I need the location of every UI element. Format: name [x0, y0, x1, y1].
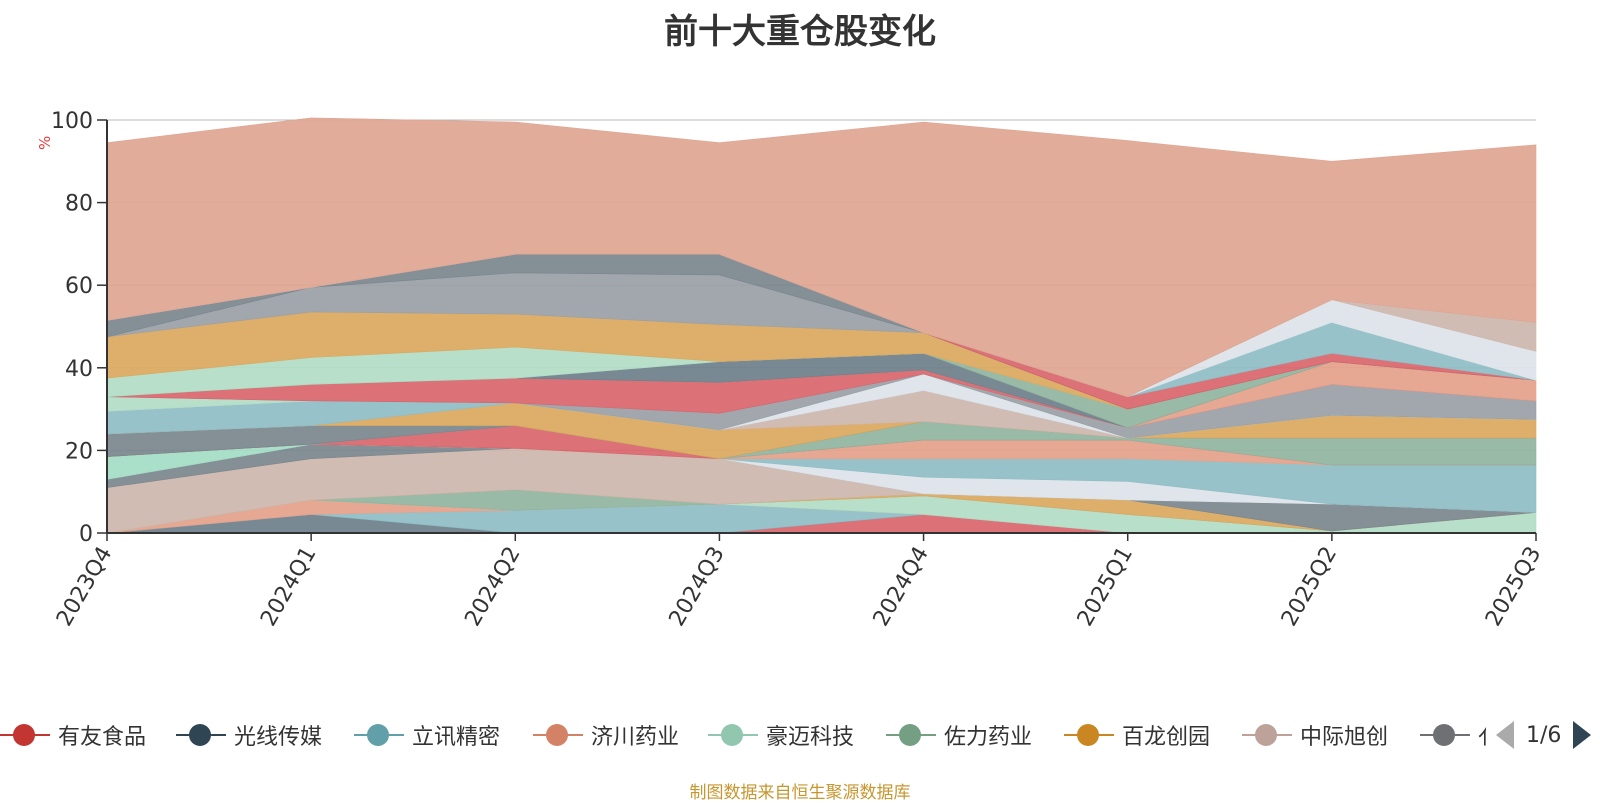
legend-label: 亻 [1478, 719, 1486, 751]
legend-label: 百龙创园 [1122, 725, 1211, 750]
y-tick-label: 100 [51, 109, 93, 134]
y-tick-label: 80 [65, 192, 93, 217]
area-series [106, 117, 1537, 534]
y-tick-label: 60 [65, 274, 93, 299]
legend-label: 济川药业 [591, 725, 680, 750]
y-tick-label: 0 [79, 522, 93, 547]
legend-marker-icon [1064, 722, 1114, 748]
legend-item[interactable]: 立讯精密 [354, 718, 500, 752]
y-tick-label: 40 [65, 357, 93, 382]
legend-label: 豪迈科技 [766, 725, 855, 750]
legend-label: 佐力药业 [944, 725, 1033, 750]
legend-item[interactable]: 济川药业 [533, 718, 679, 752]
legend-item[interactable]: 有友食品 [0, 718, 146, 752]
legend-item[interactable]: 光线传媒 [176, 718, 322, 752]
legend-item[interactable]: 亻 [1420, 718, 1486, 752]
legend-marker-icon [708, 722, 758, 748]
y-tick-label: 20 [65, 439, 93, 464]
legend-marker-icon [354, 722, 404, 748]
legend-item[interactable]: 中际旭创 [1242, 718, 1388, 752]
legend-item[interactable]: 百龙创园 [1064, 718, 1210, 752]
x-tick-label: 2024Q4 [869, 543, 934, 631]
chart-title: 前十大重仓股变化 [664, 12, 936, 52]
legend-label: 立讯精密 [412, 725, 501, 750]
x-tick-label: 2025Q1 [1073, 543, 1138, 631]
legend-label: 有友食品 [58, 725, 147, 750]
x-tick-label: 2024Q3 [665, 543, 730, 631]
x-tick-label: 2024Q2 [460, 543, 525, 631]
legend-label: 中际旭创 [1300, 725, 1389, 750]
x-tick-label: 2025Q2 [1277, 543, 1342, 631]
legend-marker-icon [1420, 722, 1470, 748]
stacked-area-chart: 0 20 40 60 80 100 2023Q4 2024Q1 2024Q2 2024Q3 2024… [51, 109, 1546, 631]
legend-label: 光线传媒 [234, 725, 323, 750]
legend-marker-icon [886, 722, 936, 748]
pager-prev-icon[interactable] [1496, 721, 1514, 749]
y-axis-unit: % [36, 135, 54, 150]
legend-marker-icon [533, 722, 583, 748]
legend-marker-icon [176, 722, 226, 748]
legend-marker-icon [1242, 722, 1292, 748]
legend: 有友食品 光线传媒 立讯精密 济川药业 豪迈科技 佐力药业 百龙创园 中际旭创 亻 [0, 718, 1486, 752]
legend-pager: 1/6 [1496, 718, 1592, 752]
legend-marker-icon [0, 722, 50, 748]
data-source-note: 制图数据来自恒生聚源数据库 [689, 783, 911, 803]
pager-page-text: 1/6 [1526, 722, 1562, 748]
x-tick-label: 2024Q1 [256, 543, 321, 631]
area-其他 [106, 117, 1537, 398]
legend-item[interactable]: 佐力药业 [886, 718, 1032, 752]
legend-item[interactable]: 豪迈科技 [708, 718, 854, 752]
pager-next-icon[interactable] [1573, 721, 1592, 749]
x-tick-label: 2023Q4 [52, 543, 117, 631]
x-tick-label: 2025Q3 [1481, 543, 1546, 631]
